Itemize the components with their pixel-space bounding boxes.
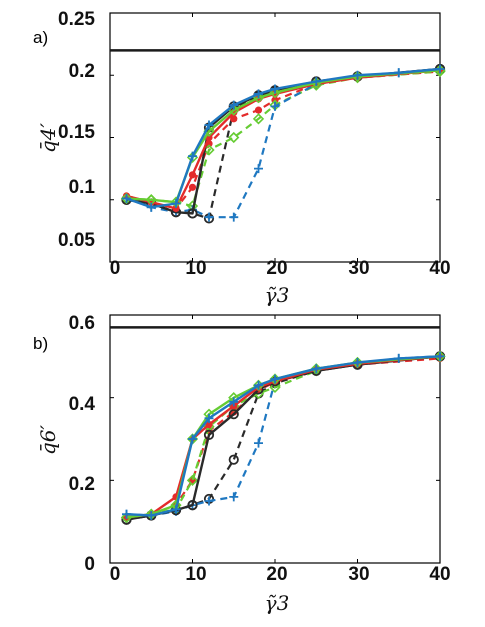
b-series-3-line xyxy=(126,357,441,519)
b-ytick-0.6: 0.6 xyxy=(69,313,95,334)
b-series-6-point-9 xyxy=(353,358,362,368)
a-series-4-line xyxy=(126,69,441,204)
a-series-5-point-5 xyxy=(228,131,240,144)
b-series-6-point-8 xyxy=(311,364,321,374)
b-series-4-point-0 xyxy=(120,511,133,524)
a-ytick-0.2: 0.2 xyxy=(69,61,95,82)
b-series-0-point-3 xyxy=(187,500,198,511)
b-series-0-point-4 xyxy=(203,429,215,440)
a-series-6-point-3 xyxy=(188,151,197,161)
a-series-0-point-3 xyxy=(187,208,198,219)
a-series-6-point-4 xyxy=(204,120,214,130)
b-series-6-point-11 xyxy=(435,351,445,361)
b-series-5-point-3 xyxy=(186,474,199,486)
a-series-6-point-10 xyxy=(394,68,404,78)
plot-b-marks xyxy=(109,314,446,564)
b-series-7-point-6 xyxy=(254,438,263,448)
b-series-6-line xyxy=(126,355,441,517)
plot-b-frame xyxy=(109,314,441,564)
panel-b-label: b) xyxy=(33,334,48,353)
a-series-6-point-7 xyxy=(270,84,280,94)
a-series-3-point-5 xyxy=(230,115,238,123)
a-ytick-0.1: 0.1 xyxy=(69,177,96,198)
panel-a: a) 0.25 0.2 0.15 0.1 0.05 0 10 20 30 40 … xyxy=(33,9,451,307)
a-series-7-point-5 xyxy=(229,212,239,222)
b-series-6-point-5 xyxy=(229,397,239,407)
b-series-6-point-10 xyxy=(394,353,404,363)
a-ytick-0.05: 0.05 xyxy=(58,230,95,251)
a-series-7-point-6 xyxy=(254,164,263,174)
a-xtick-30: 30 xyxy=(348,258,369,279)
a-series-5-point-6 xyxy=(252,113,265,125)
b-xtick-10: 10 xyxy=(185,564,206,585)
a-xtick-10: 10 xyxy=(185,258,206,279)
b-x-axis-label: γ̃3 xyxy=(265,591,290,615)
a-series-4-point-7 xyxy=(269,87,281,99)
b-series-6-point-2 xyxy=(171,504,181,514)
b-ytick-0.2: 0.2 xyxy=(69,474,95,495)
a-series-2-point-2 xyxy=(172,204,180,213)
a-series-3-point-6 xyxy=(254,106,263,114)
b-series-0-point-5 xyxy=(228,409,239,420)
b-series-6-point-6 xyxy=(254,380,263,390)
b-xtick-0: 0 xyxy=(110,564,121,585)
a-x-axis-label: γ̃3 xyxy=(265,283,290,307)
b-xtick-20: 20 xyxy=(266,564,287,585)
b-series-6-point-7 xyxy=(270,374,280,384)
a-series-6-point-5 xyxy=(229,100,239,110)
b-xtick-40: 40 xyxy=(429,564,450,585)
b-xtick-30: 30 xyxy=(348,564,369,585)
a-xtick-20: 20 xyxy=(266,258,287,279)
a-series-6-point-8 xyxy=(311,76,321,86)
a-series-6-point-0 xyxy=(122,194,131,204)
b-series-5-point-7 xyxy=(269,381,281,393)
a-series-7-point-7 xyxy=(270,101,280,111)
b-series-6-point-1 xyxy=(146,510,156,520)
plot-a-marks xyxy=(109,12,446,263)
a-series-6-point-2 xyxy=(171,198,181,208)
a-series-6-point-9 xyxy=(353,70,362,80)
b-ytick-0: 0 xyxy=(84,554,95,575)
a-series-6-point-6 xyxy=(254,89,263,99)
b-series-6-point-3 xyxy=(188,434,197,444)
a-xtick-0: 0 xyxy=(110,258,121,279)
a-series-3-point-3 xyxy=(188,183,197,191)
a-ytick-0.25: 0.25 xyxy=(58,9,95,30)
b-series-6-point-4 xyxy=(204,413,214,423)
b-series-1-point-5 xyxy=(228,454,239,465)
a-series-2-point-3 xyxy=(188,171,197,179)
a-series-7-point-4 xyxy=(204,212,214,222)
b-series-2-point-4 xyxy=(205,420,213,429)
a-xtick-40: 40 xyxy=(429,258,450,279)
a-y-axis-label: q̄4′ xyxy=(36,123,60,154)
b-series-7-point-5 xyxy=(229,492,239,502)
b-ytick-0.4: 0.4 xyxy=(69,394,96,415)
b-y-axis-label: q̄6′ xyxy=(36,425,60,456)
a-series-6-point-11 xyxy=(435,64,445,74)
a-series-6-point-1 xyxy=(146,202,156,212)
panel-a-label: a) xyxy=(33,28,48,47)
panel-b: b) 0.6 0.4 0.2 0 0 10 20 30 40 γ̃3 q̄6′ xyxy=(33,313,451,615)
b-series-7-point-4 xyxy=(204,496,214,506)
b-series-6-point-0 xyxy=(122,509,131,519)
a-ytick-0.15: 0.15 xyxy=(58,122,95,143)
